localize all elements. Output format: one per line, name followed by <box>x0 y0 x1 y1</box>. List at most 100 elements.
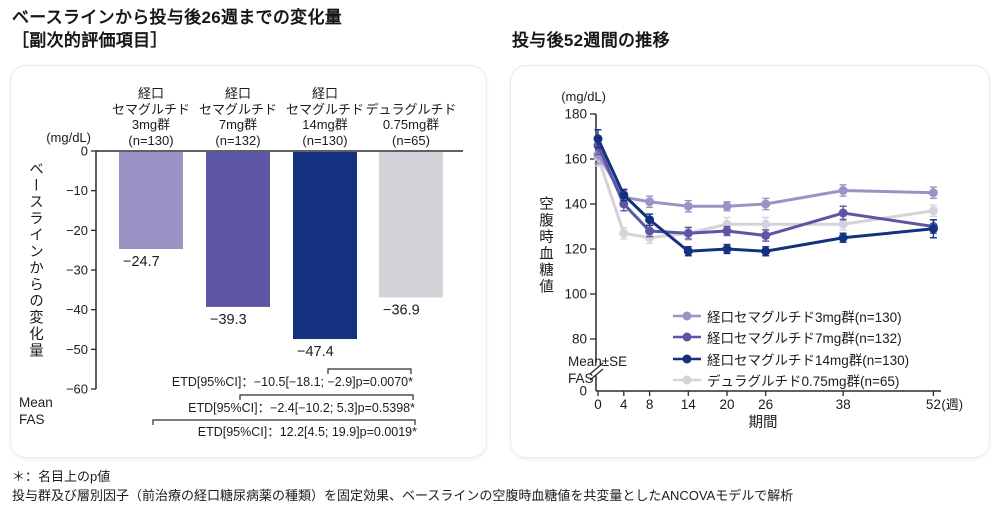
x-axis-title: 期間 <box>749 414 778 431</box>
bar-chart-stat-note: Mean FAS <box>19 395 53 427</box>
etd-annotation-2: ETD[95%CI]：12.2[4.5; 19.9]p=0.0019* <box>198 425 417 439</box>
y-tick-label: 180 <box>564 107 587 122</box>
bar-chart: (mg/dL)0 −10 −20 −30 −40 −50 −60 −24.7 −39.3 −47.… <box>46 130 463 439</box>
data-point-marker <box>683 201 693 211</box>
data-point-marker <box>722 244 732 254</box>
axis-break-mark <box>589 368 604 381</box>
y-tick-label: −40 <box>66 302 88 317</box>
comparison-bracket-0 <box>327 368 412 374</box>
legend-dot <box>682 375 692 385</box>
legend-label: デュラグルチド0.75mg群(n=65) <box>707 374 900 390</box>
y-tick-label: −50 <box>66 342 88 357</box>
data-point-marker <box>928 206 938 216</box>
legend-dot <box>682 354 692 364</box>
data-point-marker <box>928 188 938 198</box>
series-3 <box>593 147 938 245</box>
comparison-bracket-1 <box>239 394 414 400</box>
bar-chart-y-axis-title: ベースラインからの変化量 <box>27 161 43 359</box>
data-point-marker <box>645 226 655 236</box>
group-header-sema-3mg: 経口 セマグルチド 3mg群 (n=130) <box>111 86 190 148</box>
data-point-marker <box>645 233 655 243</box>
footnote-p-value: ＊：名目上のp値 <box>12 469 111 484</box>
data-point-marker <box>619 190 629 200</box>
bar-value-label: −39.3 <box>210 312 247 328</box>
x-tick-label: 20 <box>719 397 734 412</box>
bar-value-label: −47.4 <box>297 344 334 360</box>
y-tick-label: −60 <box>66 382 88 397</box>
etd-annotation-1: ETD[95%CI]：−2.4[−10.2; 5.3]p=0.5398* <box>188 401 415 415</box>
y-tick-label: 100 <box>564 287 587 302</box>
bar-0 <box>119 152 183 249</box>
data-point-marker <box>761 199 771 209</box>
y-tick-label: 0 <box>81 144 88 159</box>
data-point-marker <box>928 224 938 234</box>
bar-1 <box>206 152 270 307</box>
axis-break-mark <box>589 362 604 375</box>
legend-item-2: 経口セマグルチド14mg群(n=130) <box>673 348 909 370</box>
line-chart-card: (mg/dL) 180 160 140 120 100 80 0 0 4 8 14 20 26 38 52 (週… <box>510 65 990 458</box>
data-point-marker <box>761 246 771 256</box>
y-axis-unit-label: (mg/dL) <box>46 130 91 145</box>
legend-marker-icon <box>673 311 701 321</box>
data-point-marker <box>838 219 848 229</box>
x-tick-label: 8 <box>646 397 654 412</box>
legend-item-3: デュラグルチド0.75mg群(n=65) <box>673 370 909 392</box>
legend: 経口セマグルチド3mg群(n=130) 経口セマグルチド7mg群(n=132) 経口… <box>673 305 909 391</box>
bar-2 <box>293 152 357 340</box>
line-chart-y-axis-title: 空腹時血糖値 <box>537 196 553 295</box>
x-axis-unit-label: (週) <box>941 397 963 412</box>
series-2 <box>593 129 938 257</box>
legend-marker-icon <box>673 332 701 342</box>
legend-dot <box>682 311 692 321</box>
x-tick-label: 14 <box>681 397 697 412</box>
data-point-marker <box>683 246 693 256</box>
data-point-marker <box>619 199 629 209</box>
x-tick-label: 0 <box>594 397 602 412</box>
legend-dot <box>682 332 692 342</box>
data-point-marker <box>761 219 771 229</box>
data-point-marker <box>838 186 848 195</box>
y-tick-label: 140 <box>564 197 587 212</box>
line-chart-stat-note: Mean±SE FAS <box>568 354 628 386</box>
bar-value-label: −36.9 <box>383 302 420 318</box>
legend-marker-icon <box>673 354 701 364</box>
bar-chart-title: ベースラインから投与後26週までの変化量 ［副次的評価項目］ <box>12 8 343 50</box>
data-point-marker <box>645 197 655 207</box>
legend-label: 経口セマグルチド14mg群(n=130) <box>707 352 910 368</box>
bar-chart-card: (mg/dL) 0 −10 −20 −30 −40 −50 −60 −24.7 −39.3 −47.… <box>10 65 487 458</box>
data-point-marker <box>683 228 693 238</box>
y-tick-label: 80 <box>572 332 587 347</box>
legend-label: 経口セマグルチド7mg群(n=132) <box>707 331 902 347</box>
footnote-analysis-model: 投与群及び層別因子（前治療の経口糖尿病薬の種類）を固定効果、ベースラインの空腹時… <box>12 488 794 503</box>
series-line <box>596 138 934 253</box>
data-point-marker <box>838 233 848 243</box>
etd-annotation-0: ETD[95%CI]：−10.5[−18.1; −2.9]p=0.0070* <box>172 375 413 389</box>
data-point-marker <box>761 231 771 240</box>
group-header-sema-14mg: 経口 セマグルチド 14mg群 (n=130) <box>285 86 364 148</box>
data-point-marker <box>593 134 603 144</box>
y-tick-label: −20 <box>66 223 88 238</box>
data-point-marker <box>722 226 732 236</box>
y-tick-label: −10 <box>66 183 88 198</box>
bar-value-label: −24.7 <box>123 254 160 270</box>
x-tick-label: 52 <box>926 397 941 412</box>
y-axis-unit-label: (mg/dL) <box>561 89 606 104</box>
series-0 <box>593 144 938 213</box>
group-header-dulaglutide: デュラグルチド 0.75mg群 (n=65) <box>365 101 457 148</box>
bar-3 <box>379 152 443 298</box>
group-header-sema-7mg: 経口 セマグルチド 7mg群 (n=132) <box>198 86 277 148</box>
y-tick-label: 160 <box>564 152 587 167</box>
x-tick-label: 38 <box>836 397 851 412</box>
legend-label: 経口セマグルチド3mg群(n=130) <box>707 309 902 325</box>
x-tick-label: 4 <box>620 397 628 412</box>
data-point-marker <box>722 201 732 211</box>
legend-item-0: 経口セマグルチド3mg群(n=130) <box>673 305 909 327</box>
comparison-bracket-2 <box>152 419 416 425</box>
data-point-marker <box>619 228 629 238</box>
legend-marker-icon <box>673 375 701 385</box>
y-axis-zero-label: 0 <box>579 384 587 399</box>
legend-item-1: 経口セマグルチド7mg群(n=132) <box>673 327 909 349</box>
y-tick-label: 120 <box>564 242 587 257</box>
y-tick-label: −30 <box>66 263 88 278</box>
line-chart: (mg/dL) 180 160 140 120 100 80 00 4 8 14 20 26 38 52 (週… <box>561 89 963 431</box>
